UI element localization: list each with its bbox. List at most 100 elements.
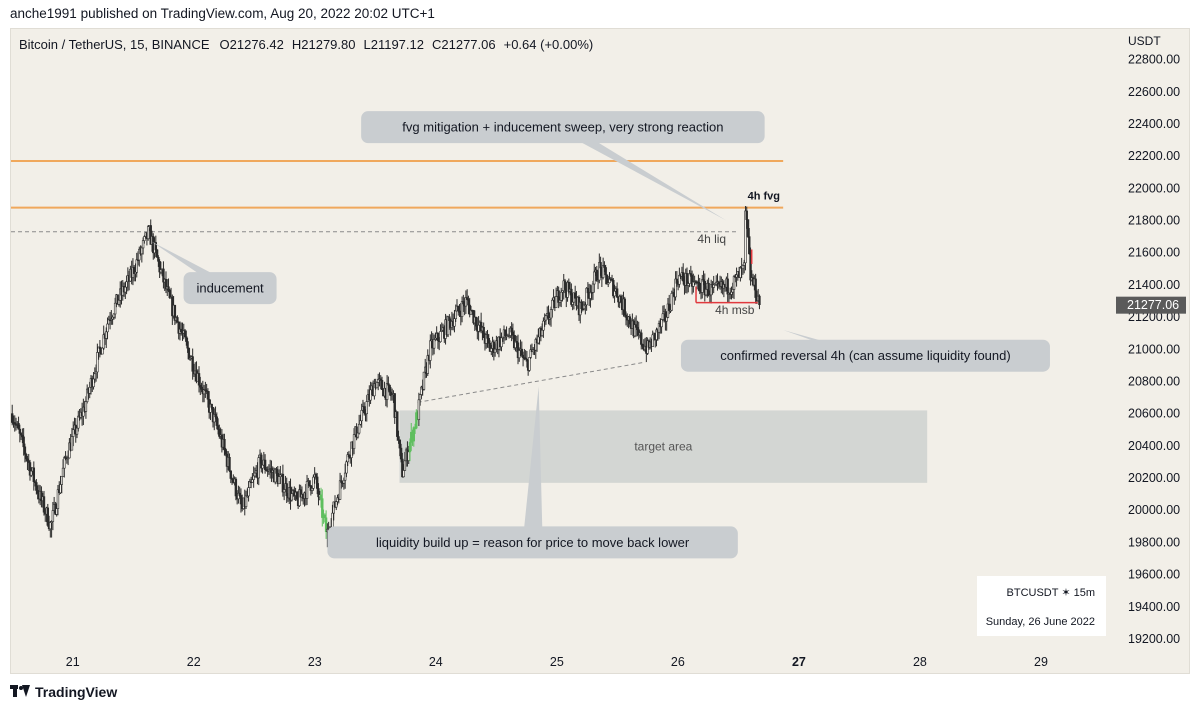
candle-body [462, 301, 465, 305]
candle-body [173, 304, 177, 321]
candle-body [352, 434, 356, 449]
candle-body [305, 481, 309, 499]
candle-body [415, 412, 418, 429]
candle-body [487, 338, 490, 344]
candlestick-chart[interactable]: target area fvg mitigation + inducement s… [11, 29, 1190, 674]
candle-body [281, 473, 285, 493]
candle-body [586, 287, 590, 294]
candle-body [560, 291, 563, 301]
time-tick-label-5: 26 [671, 655, 685, 669]
candle-body [464, 297, 468, 307]
candle-body [157, 257, 160, 262]
candle-body [355, 426, 358, 438]
candle-body [335, 501, 338, 508]
candle-body [688, 273, 691, 284]
legend-part-2: H21279.80 [292, 37, 356, 52]
candle-body [537, 336, 540, 344]
price-tick-label-18: 19200.00 [1128, 632, 1180, 646]
time-tick-label-6: 27 [792, 655, 806, 669]
target-zone-label: target area [634, 440, 692, 454]
tradingview-footer[interactable]: TradingView [10, 684, 117, 700]
candle-body [758, 295, 761, 305]
candle-body [436, 333, 440, 341]
candle-body [467, 299, 470, 306]
candle-body [308, 480, 311, 486]
candle-body [323, 514, 327, 519]
candle-body [399, 447, 403, 460]
candle-body [457, 305, 460, 312]
candle-body [244, 495, 248, 507]
candle-body [668, 303, 671, 311]
candle-body [510, 327, 513, 333]
candle-body [345, 461, 348, 474]
candle-body [595, 269, 598, 282]
candle-body [651, 334, 654, 347]
candle-body [140, 247, 144, 255]
price-tick-label-1: 22600.00 [1128, 85, 1180, 99]
candle-body [298, 489, 301, 507]
candle-body [640, 332, 643, 345]
candle-body [32, 467, 36, 482]
candle-body [369, 389, 372, 401]
candle-body [749, 253, 752, 281]
candle-body [573, 292, 577, 299]
candle-body [55, 508, 58, 515]
candle-body [732, 276, 736, 290]
candle-body [252, 475, 255, 480]
chart-area[interactable]: target area fvg mitigation + inducement s… [10, 28, 1190, 674]
callout-pointer-0 [552, 127, 727, 221]
candle-body [593, 271, 596, 285]
legend-part-3: L21197.12 [363, 37, 424, 52]
candle-body [59, 484, 62, 494]
candle-body [359, 420, 362, 425]
candle-body [117, 299, 121, 305]
candle-body [234, 478, 238, 497]
candle-body [398, 439, 402, 449]
candle-body [282, 489, 286, 493]
legend-part-1: O21276.42 [220, 37, 284, 52]
candle-body [518, 350, 521, 359]
candle-body [143, 236, 146, 241]
watermark-symbol: BTCUSDT ✶ 15m [1007, 587, 1095, 599]
candle-body [607, 282, 610, 285]
candle-body [448, 316, 451, 321]
candle-body [717, 281, 720, 285]
price-tick-label-11: 20600.00 [1128, 407, 1180, 421]
published-by-line: anche1991 published on TradingView.com, … [10, 6, 435, 21]
candle-body [674, 278, 677, 298]
candle-body [520, 348, 524, 356]
candle-body [77, 415, 80, 429]
chart-label-4: 4h fvg [748, 191, 780, 203]
candle-body [465, 297, 469, 300]
candle-body [125, 281, 128, 288]
candle-body [511, 331, 515, 336]
candle-body [88, 386, 91, 394]
candle-body [619, 296, 623, 303]
candle-body [206, 391, 210, 400]
time-tick-label-4: 25 [550, 655, 564, 669]
candle-body [319, 494, 323, 499]
candle-body [422, 371, 426, 390]
candle-body [224, 449, 227, 455]
candle-body [580, 302, 583, 309]
candle-body [168, 290, 171, 299]
candle-body [551, 299, 554, 310]
price-tick-label-4: 22000.00 [1128, 181, 1180, 195]
candle-body [24, 454, 28, 460]
candle-body [681, 272, 685, 282]
candle-body [554, 296, 558, 309]
candle-body [701, 279, 704, 293]
candle-body [360, 409, 363, 422]
candle-body [49, 522, 52, 530]
candle-body [393, 393, 396, 418]
candle-body [331, 512, 334, 528]
candle-body [387, 383, 390, 386]
candle-body [75, 427, 79, 435]
candle-body [162, 268, 165, 283]
candle-body [343, 472, 347, 481]
candle-body [365, 401, 368, 415]
candle-body [36, 490, 39, 494]
candle-body [23, 446, 27, 455]
candle-body [661, 313, 665, 320]
candle-body [542, 320, 545, 331]
